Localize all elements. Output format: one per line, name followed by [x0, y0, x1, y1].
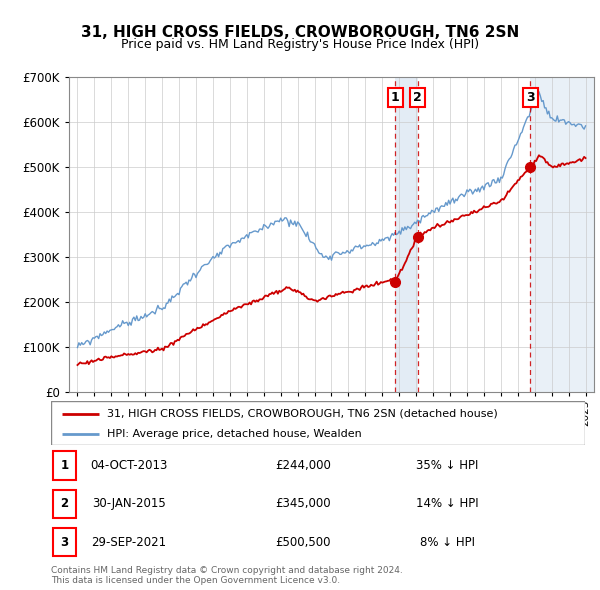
- Bar: [395, 77, 418, 392]
- Text: Contains HM Land Registry data © Crown copyright and database right 2024.: Contains HM Land Registry data © Crown c…: [51, 566, 403, 575]
- Text: HPI: Average price, detached house, Wealden: HPI: Average price, detached house, Weal…: [107, 430, 362, 440]
- Text: 1: 1: [391, 91, 400, 104]
- Text: 30-JAN-2015: 30-JAN-2015: [92, 497, 166, 510]
- Bar: [530, 77, 594, 392]
- Text: 14% ↓ HPI: 14% ↓ HPI: [416, 497, 478, 510]
- Text: 35% ↓ HPI: 35% ↓ HPI: [416, 459, 478, 472]
- Text: £244,000: £244,000: [275, 459, 331, 472]
- Text: 2: 2: [61, 497, 68, 510]
- FancyBboxPatch shape: [51, 401, 585, 445]
- Text: 3: 3: [61, 536, 68, 549]
- Text: This data is licensed under the Open Government Licence v3.0.: This data is licensed under the Open Gov…: [51, 576, 340, 585]
- Text: 04-OCT-2013: 04-OCT-2013: [91, 459, 167, 472]
- Text: 1: 1: [61, 459, 68, 472]
- Text: 31, HIGH CROSS FIELDS, CROWBOROUGH, TN6 2SN (detached house): 31, HIGH CROSS FIELDS, CROWBOROUGH, TN6 …: [107, 409, 498, 418]
- Text: £500,500: £500,500: [275, 536, 331, 549]
- Text: 3: 3: [526, 91, 535, 104]
- Text: 31, HIGH CROSS FIELDS, CROWBOROUGH, TN6 2SN: 31, HIGH CROSS FIELDS, CROWBOROUGH, TN6 …: [81, 25, 519, 40]
- Text: 2: 2: [413, 91, 422, 104]
- Text: Price paid vs. HM Land Registry's House Price Index (HPI): Price paid vs. HM Land Registry's House …: [121, 38, 479, 51]
- Text: 8% ↓ HPI: 8% ↓ HPI: [419, 536, 475, 549]
- Text: 29-SEP-2021: 29-SEP-2021: [91, 536, 167, 549]
- Text: £345,000: £345,000: [275, 497, 331, 510]
